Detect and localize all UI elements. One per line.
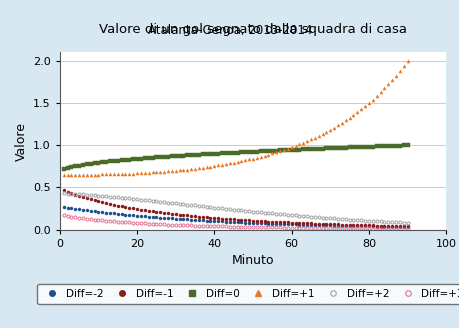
Title: Valore di un gol segnato dalla squadra di casa: Valore di un gol segnato dalla squadra d… xyxy=(99,23,406,36)
Y-axis label: Valore: Valore xyxy=(14,122,28,160)
Text: Atalanta-Genoa, 2013-2014: Atalanta-Genoa, 2013-2014 xyxy=(147,25,312,37)
X-axis label: Minuto: Minuto xyxy=(231,254,274,267)
Legend: Diff=-2, Diff=-1, Diff=0, Diff=+1, Diff=+2, Diff=+3: Diff=-2, Diff=-1, Diff=0, Diff=+1, Diff=… xyxy=(37,284,459,304)
